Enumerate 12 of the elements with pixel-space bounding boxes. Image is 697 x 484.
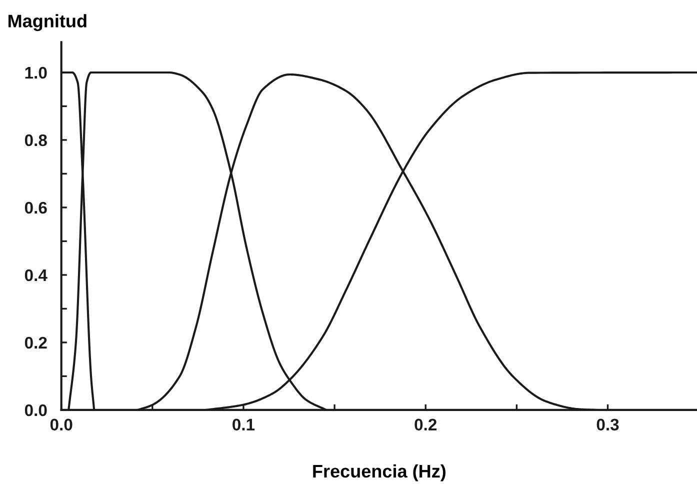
y-tick-label: 0.2 xyxy=(24,336,47,349)
x-tick-label: 0.3 xyxy=(596,418,619,431)
x-tick-label: 0.0 xyxy=(50,418,72,431)
y-axis-title: Magnitud xyxy=(8,14,86,32)
y-tick-label: 0.6 xyxy=(24,202,47,214)
y-tick-label: 0.0 xyxy=(24,404,47,416)
y-tick-label: 0.4 xyxy=(24,269,48,282)
x-axis-title: Frecuencia (Hz) xyxy=(313,464,446,482)
x-tick-label: 0.1 xyxy=(232,418,255,431)
x-tick-label: 0.2 xyxy=(414,418,437,431)
y-tick-label: 1.0 xyxy=(25,66,47,79)
y-tick-label: 0.8 xyxy=(24,134,47,146)
